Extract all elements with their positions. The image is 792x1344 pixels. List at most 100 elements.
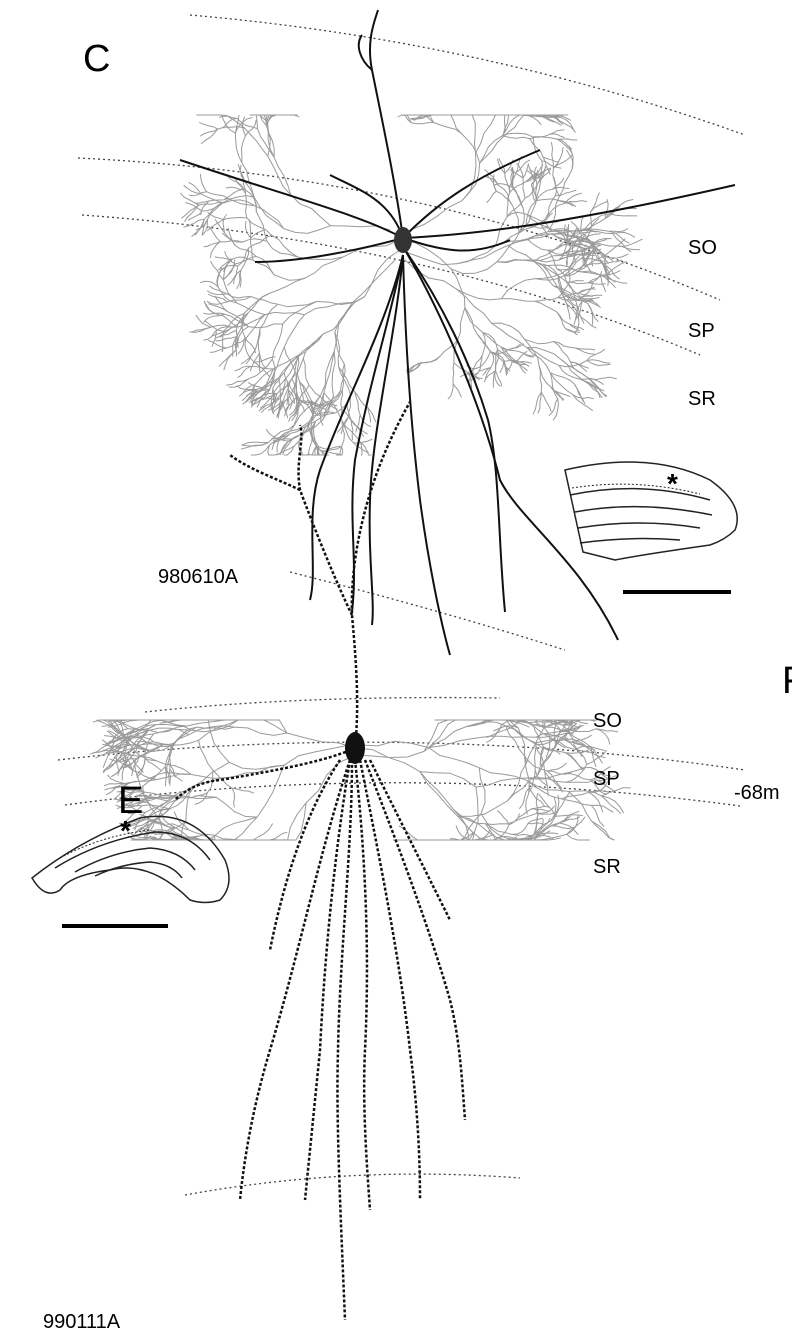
axon-branch: [256, 765, 285, 818]
axon-branch: [571, 741, 595, 754]
axon-branch: [530, 184, 537, 203]
axon-branch: [550, 825, 575, 830]
axon-branch: [119, 730, 149, 748]
axon-branch: [536, 805, 555, 814]
axon-branch: [208, 225, 221, 243]
axon-branch: [256, 377, 279, 390]
panel-c-soma: [394, 227, 412, 253]
axon-branch: [474, 833, 495, 841]
axon-branch: [583, 217, 606, 231]
axon-branch: [269, 358, 276, 390]
axon-branch: [156, 723, 192, 731]
axon-branch: [603, 253, 629, 259]
axon-branch: [198, 740, 214, 771]
axon-branch: [549, 737, 566, 749]
axon-branch: [227, 227, 236, 246]
panel-c-inset-asterisk: *: [667, 468, 678, 499]
axon-branch: [241, 441, 269, 446]
axon-branch: [552, 186, 570, 190]
axon-branch: [563, 262, 586, 277]
axon-branch: [512, 186, 524, 209]
axon-branch: [156, 760, 192, 775]
axon-branch: [347, 395, 352, 417]
axon-branch: [226, 337, 247, 349]
axon-branch: [276, 432, 286, 453]
axon-branch: [497, 349, 514, 363]
axon-branch: [545, 202, 566, 219]
axon-branch: [243, 293, 270, 314]
axon-branch: [265, 368, 275, 392]
axon-branch: [272, 401, 284, 414]
axon-branch: [165, 762, 169, 779]
axon-branch: [201, 219, 208, 236]
axon-branch: [455, 288, 492, 324]
axon-branch: [482, 366, 492, 376]
axon-branch: [232, 256, 254, 261]
axon-branch: [245, 314, 266, 339]
axon-branch: [223, 195, 255, 203]
axon-branch: [544, 771, 549, 796]
panel-c-layer-boundaries: [77, 14, 746, 651]
axon-branch: [564, 294, 581, 302]
axon-branch: [314, 411, 336, 417]
axon-branch: [108, 730, 131, 746]
axon-branch: [354, 391, 369, 408]
axon-branch: [146, 741, 173, 748]
axon-branch: [167, 823, 190, 831]
axon-branch: [482, 332, 502, 348]
axon-branch: [606, 261, 627, 277]
axon-branch: [121, 757, 131, 781]
axon-branch: [457, 815, 498, 839]
axon-branch: [240, 135, 246, 163]
axon-branch: [227, 176, 245, 190]
axon-branch: [150, 796, 182, 800]
axon-branch: [305, 754, 356, 804]
axon-branch: [590, 192, 600, 213]
axon-branch: [522, 177, 526, 199]
axon-branch: [493, 824, 510, 841]
axon-branch: [549, 372, 559, 399]
axon-branch: [331, 351, 336, 397]
axon-branch: [583, 261, 604, 267]
axon-branch: [532, 179, 537, 203]
axon-branch: [482, 331, 498, 350]
axon-branch: [250, 391, 267, 408]
axon-branch: [452, 362, 455, 384]
axon-branch: [292, 425, 317, 440]
axon-branch: [254, 205, 285, 229]
axon-branch: [216, 267, 223, 287]
axon-branch: [195, 314, 212, 328]
axon-branch: [200, 280, 219, 287]
axon-branch: [236, 269, 242, 290]
axon-branch: [144, 757, 162, 772]
axon-branch: [315, 395, 334, 422]
axon-branch: [440, 339, 459, 357]
axon-branch: [129, 801, 149, 807]
axon-branch: [450, 268, 466, 308]
axon-branch: [514, 812, 537, 823]
axon-branch: [547, 249, 566, 255]
axon-branch: [159, 809, 176, 828]
axon-branch: [199, 173, 207, 192]
axon-branch: [558, 169, 573, 197]
axon-branch: [234, 726, 287, 736]
axon-branch: [486, 724, 503, 744]
axon-branch: [238, 719, 288, 734]
axon-branch: [314, 445, 317, 456]
panel-e-boundary-bottom: [184, 1173, 521, 1196]
axon-branch: [567, 728, 597, 733]
axon-branch: [217, 126, 245, 130]
axon-branch: [511, 204, 520, 234]
axon-branch: [558, 816, 581, 824]
axon-branch: [595, 775, 617, 782]
axon-branch: [560, 359, 584, 381]
axon-branch: [180, 820, 187, 841]
axon-branch: [320, 351, 335, 396]
axon-branch: [142, 785, 149, 804]
axon-branch: [219, 330, 237, 338]
axon-branch: [505, 725, 537, 745]
axon-branch: [582, 250, 590, 267]
axon-branch: [577, 288, 596, 294]
axon-branch: [258, 353, 261, 373]
